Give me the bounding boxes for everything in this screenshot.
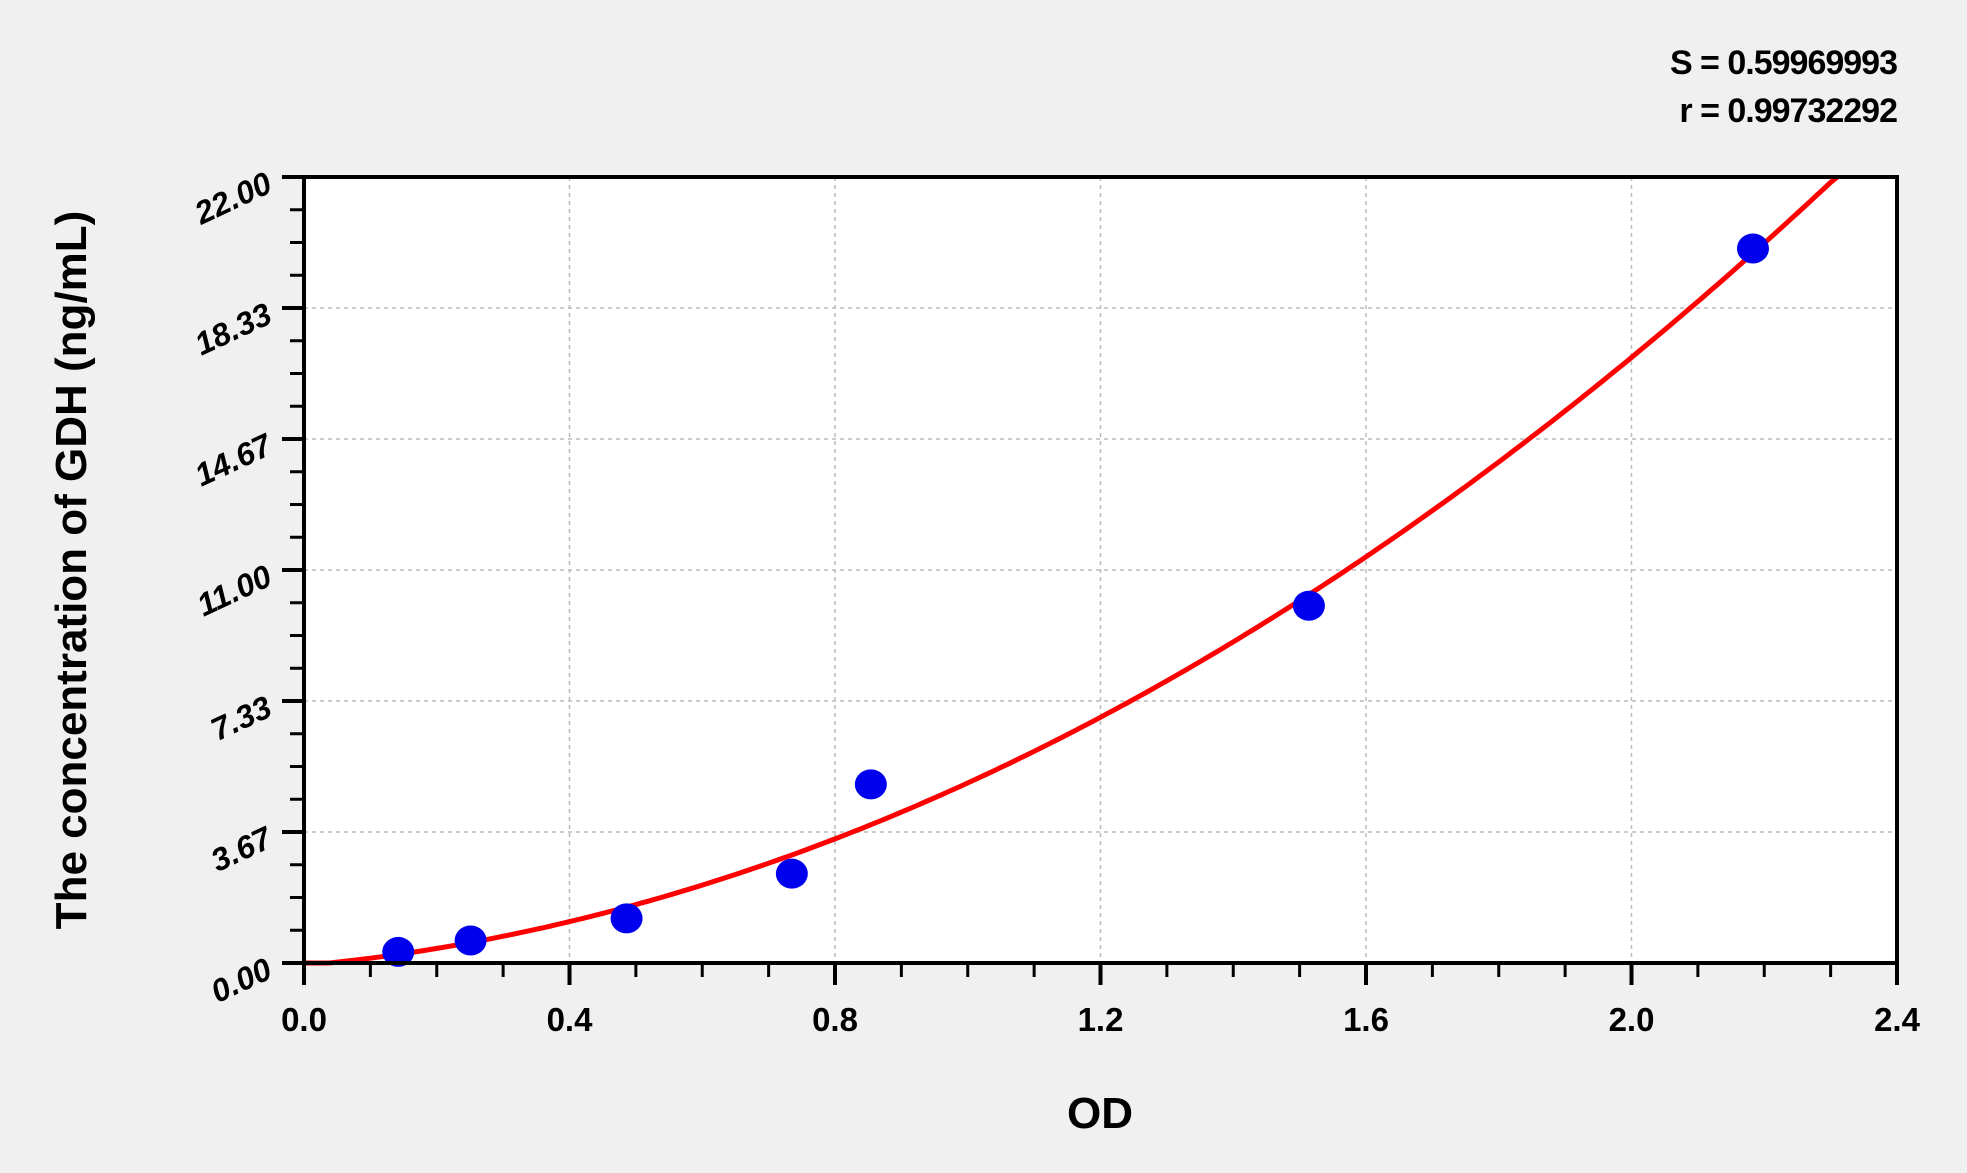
fit-curve xyxy=(304,175,1839,966)
grid xyxy=(304,177,1897,963)
x-tick-label: 1.2 xyxy=(1078,1001,1124,1038)
y-tick-label: 7.33 xyxy=(205,689,277,748)
x-tick-label: 0.4 xyxy=(547,1001,594,1038)
r-value: r = 0.99732292 xyxy=(1679,92,1898,130)
y-tick-label: 3.67 xyxy=(205,819,279,879)
y-tick-label: 22.00 xyxy=(188,165,277,232)
data-point xyxy=(1292,590,1325,621)
y-tick-label: 18.33 xyxy=(189,296,277,363)
data-point xyxy=(382,936,415,967)
x-tick-label: 2.4 xyxy=(1874,1001,1921,1038)
x-tick-label: 1.6 xyxy=(1343,1001,1389,1038)
s-value: S = 0.59969993 xyxy=(1669,44,1898,82)
y-tick-label: 11.00 xyxy=(191,558,277,624)
x-tick-label: 0.8 xyxy=(812,1001,858,1038)
data-point xyxy=(1736,233,1769,264)
data-point xyxy=(610,903,643,934)
data-point xyxy=(854,769,887,800)
data-point xyxy=(775,858,808,889)
data-point xyxy=(454,925,487,956)
x-axis-label: OD xyxy=(1067,1089,1133,1138)
y-tick-label: 14.67 xyxy=(189,426,279,493)
y-axis-label: The concentration of GDH (ng/mL) xyxy=(47,211,96,930)
x-tick-label: 0.0 xyxy=(281,1001,327,1038)
x-tick-label: 2.0 xyxy=(1609,1001,1655,1038)
y-tick-label: 0.00 xyxy=(205,951,277,1010)
